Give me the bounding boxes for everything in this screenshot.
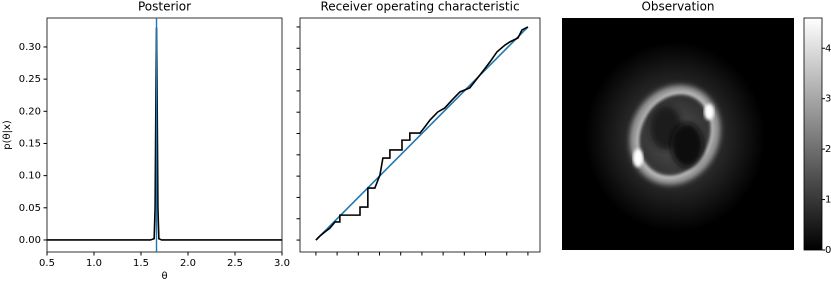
series-line [315,26,529,241]
colorbar-tick-label: 0 [825,245,831,256]
plot-area [46,17,283,253]
x-tick-label: 0.5 [39,258,55,269]
x-tick-label: 1.5 [133,258,149,269]
x-tick-label: 2.5 [227,258,243,269]
colorbar-tick-label: 1 [825,195,831,206]
y-tick-label: 0.00 [19,235,41,246]
chart-title: Posterior [138,0,191,14]
plot-area [299,17,541,253]
y-tick-label: 0.30 [19,42,41,53]
y-tick-label: 0.20 [19,106,41,117]
chart-title: Observation [641,0,714,14]
x-tick-label: 1.0 [86,258,102,269]
x-tick-label: 2.0 [180,258,196,269]
colorbar-tick-label: 4 [825,43,831,54]
y-tick-label: 0.15 [19,138,41,149]
colorbar-tick-label: 3 [825,94,831,105]
x-axis-label: θ [161,271,167,282]
colorbar-tick-label: 2 [825,144,831,155]
y-tick-label: 0.10 [19,171,41,182]
series-line [47,27,282,241]
observation-image [562,18,794,250]
x-tick-label: 3.0 [274,258,290,269]
y-tick-label: 0.25 [19,74,41,85]
series-line [315,26,529,241]
colorbar [803,17,823,251]
chart-title: Receiver operating characteristic [320,0,519,14]
y-tick-label: 0.05 [19,203,41,214]
y-axis-label: p(θ|x) [2,120,13,150]
